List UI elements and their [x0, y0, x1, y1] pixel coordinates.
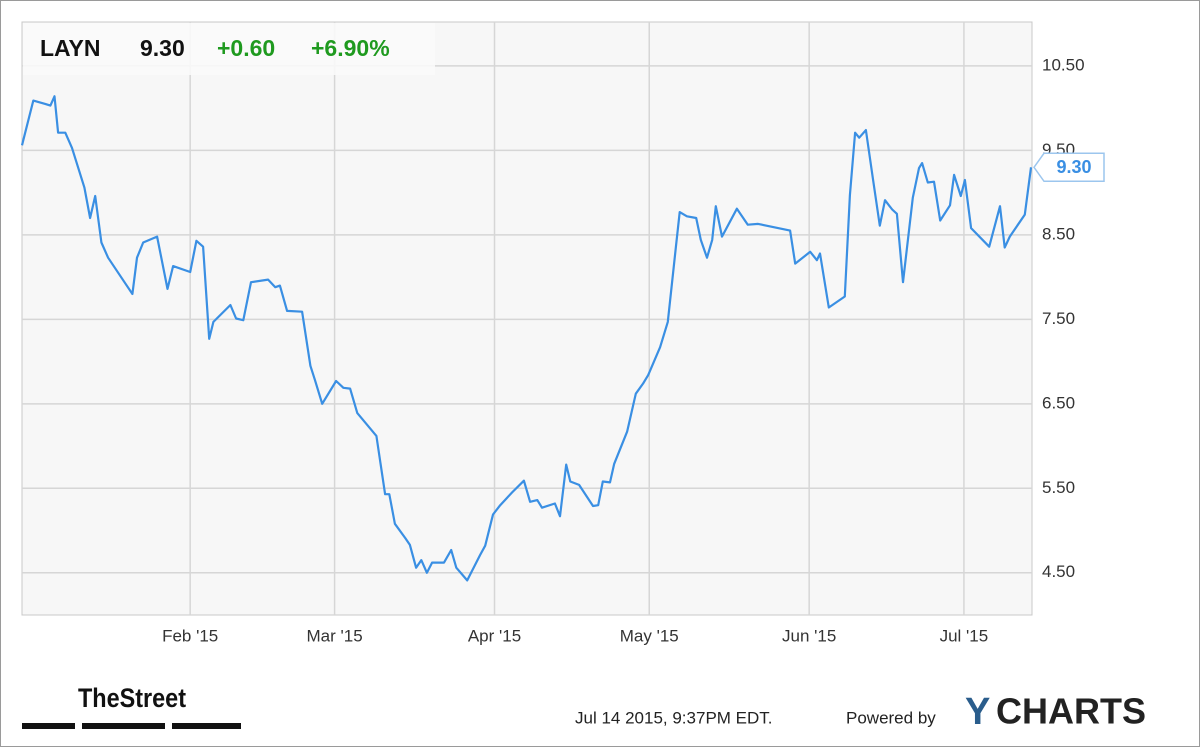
y-tick-label: 7.50 [1042, 309, 1075, 328]
y-tick-label: 6.50 [1042, 393, 1075, 412]
header-box [23, 23, 435, 75]
logo-bar [22, 723, 75, 729]
x-tick-label: Mar '15 [307, 626, 363, 645]
x-tick-label: Jun '15 [782, 626, 836, 645]
source-logo: TheStreet [78, 683, 186, 713]
logo-bar [172, 723, 241, 729]
x-tick-label: May '15 [620, 626, 679, 645]
y-tick-label: 8.50 [1042, 224, 1075, 243]
price: 9.30 [140, 35, 185, 61]
change-percent: +6.90% [311, 35, 390, 61]
y-tick-label: 4.50 [1042, 562, 1075, 581]
change: +0.60 [217, 35, 275, 61]
logo-bar [82, 723, 165, 729]
grid [22, 22, 1032, 615]
x-tick-label: Apr '15 [468, 626, 521, 645]
powered-by: Powered by [846, 708, 936, 727]
series [20, 95, 1033, 582]
brand-name: CHARTS [996, 691, 1146, 732]
plot-area [21, 21, 1033, 616]
brand-initial: Y [965, 691, 990, 733]
end-label: 9.30 [1056, 157, 1091, 177]
ticker: LAYN [40, 35, 101, 61]
x-tick-label: Feb '15 [162, 626, 218, 645]
y-tick-label: 5.50 [1042, 478, 1075, 497]
timestamp: Jul 14 2015, 9:37PM EDT. [575, 708, 773, 727]
end-label-box [1033, 152, 1105, 183]
y-tick-label: 10.50 [1042, 55, 1085, 74]
price-line [20, 95, 1033, 582]
x-tick-label: Jul '15 [940, 626, 989, 645]
